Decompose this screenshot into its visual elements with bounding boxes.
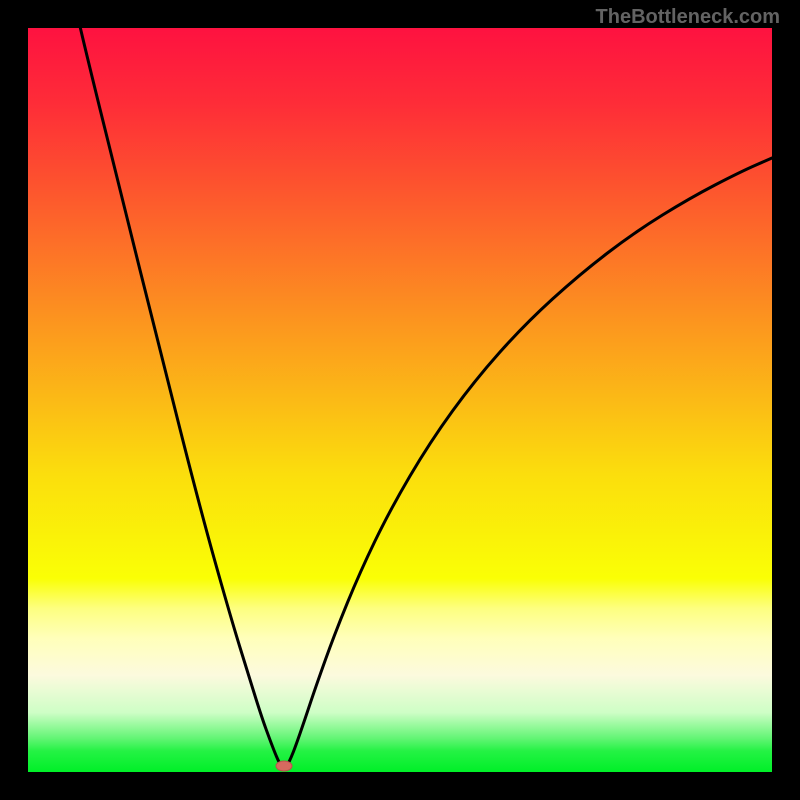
watermark-text: TheBottleneck.com [596, 6, 780, 29]
gradient-background [28, 28, 772, 772]
chart-container: TheBottleneck.com [0, 0, 800, 800]
bottleneck-chart [0, 0, 800, 800]
minimum-marker [276, 761, 292, 771]
